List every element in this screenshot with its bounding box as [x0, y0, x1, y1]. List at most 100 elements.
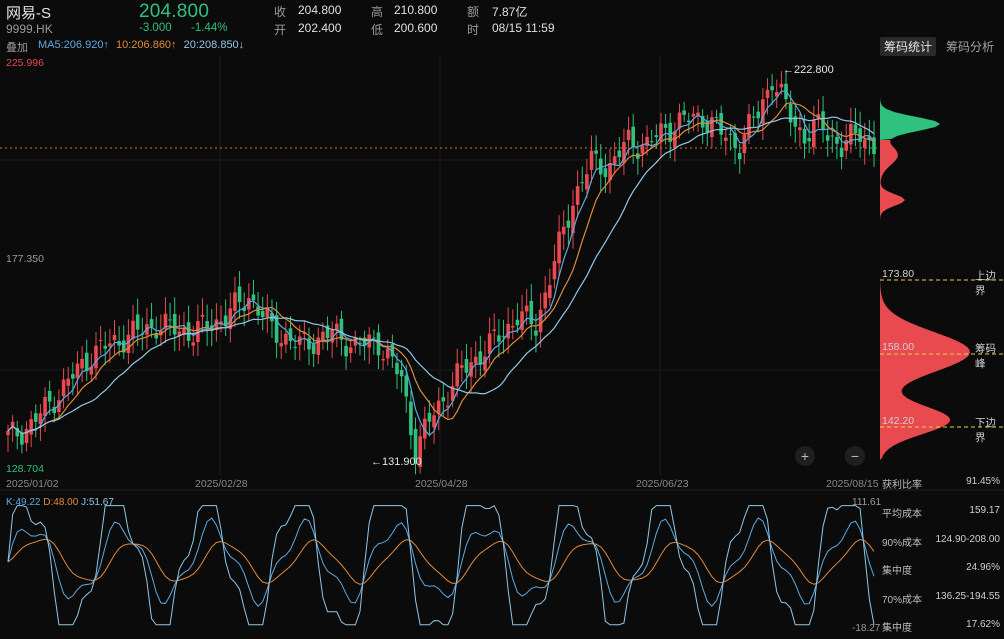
- candle-body: [316, 337, 321, 355]
- candle-body: [247, 298, 251, 310]
- candle-body: [603, 168, 608, 178]
- ma-indicator-row: 叠加: [6, 39, 36, 55]
- high-annotation: ←222.800: [783, 64, 834, 76]
- candle-body: [529, 300, 534, 325]
- candle-body: [710, 117, 714, 138]
- candle-body: [205, 321, 209, 330]
- candle-body: [265, 308, 270, 318]
- candle-body: [788, 103, 793, 123]
- candle-body: [293, 346, 297, 348]
- candle-body: [372, 337, 376, 339]
- candle-body: [867, 136, 872, 140]
- tab-chip-stats[interactable]: 筹码统计: [879, 37, 936, 56]
- candle-body: [348, 347, 353, 354]
- chip-tabs: 筹码统计 筹码分析: [879, 37, 998, 56]
- candle-body: [548, 285, 552, 299]
- candle-body: [677, 112, 682, 129]
- candle-body: [108, 343, 112, 347]
- candle-body: [38, 413, 43, 425]
- candle-body: [682, 110, 686, 115]
- candle-body: [538, 309, 543, 333]
- candle-body: [441, 397, 446, 402]
- candle-body: [594, 150, 598, 154]
- candle-body: [640, 145, 645, 154]
- candle-body: [747, 114, 751, 138]
- candle-body: [811, 120, 816, 148]
- candle-body: [66, 378, 71, 386]
- candle-body: [399, 370, 404, 377]
- date-label: 2025/04/28: [415, 478, 468, 490]
- overlay-button[interactable]: 叠加: [6, 42, 28, 54]
- tab-chip-analysis[interactable]: 筹码分析: [945, 40, 994, 54]
- ma10-line: [7, 102, 875, 435]
- quote-low-value: 200.600: [394, 21, 438, 35]
- candle-body: [492, 329, 497, 331]
- candle-body: [622, 142, 626, 163]
- quote-amount-value: 7.87亿: [492, 5, 528, 19]
- candle-body: [339, 318, 344, 340]
- candle-body: [24, 428, 29, 444]
- candle-body: [751, 116, 756, 118]
- kdj-axis-bottom: -18.27: [852, 623, 881, 634]
- candle-body: [223, 315, 228, 327]
- quote-open-label: 开: [274, 23, 287, 37]
- candle-body: [395, 362, 399, 375]
- chip-lower-value: 142.20: [882, 415, 915, 427]
- candle-body: [483, 356, 487, 371]
- candle-body: [774, 92, 779, 97]
- chip-distribution: [880, 58, 1004, 460]
- zoom-in-button[interactable]: +: [795, 446, 815, 466]
- candle-body: [251, 294, 256, 301]
- candle-body: [191, 342, 196, 346]
- candle-body: [478, 351, 483, 365]
- candle-body: [126, 334, 131, 354]
- candle-body: [168, 319, 172, 321]
- candle-body: [612, 156, 617, 165]
- candle-body: [802, 128, 807, 144]
- candle-body: [464, 358, 469, 373]
- stat-90-concentration: 集中度 24.96%: [882, 562, 1000, 577]
- candle-body: [163, 313, 168, 329]
- candle-body: [432, 415, 436, 428]
- candle-body: [33, 413, 38, 422]
- candle-body: [779, 83, 784, 88]
- candle-body: [835, 136, 839, 144]
- candle-body: [436, 400, 441, 414]
- candle-body: [617, 150, 622, 158]
- chip-lower-label: 下边界: [975, 417, 996, 444]
- candlesticks: [6, 70, 876, 475]
- price-change-pct: -1.44%: [191, 22, 228, 34]
- candle-body: [566, 220, 571, 228]
- candle-body: [585, 174, 589, 190]
- candle-body: [196, 321, 200, 342]
- candle-body: [260, 310, 265, 318]
- chart-grid: [0, 55, 1004, 491]
- quote-amount-label: 额: [467, 5, 480, 19]
- candle-body: [696, 112, 700, 116]
- candle-body: [182, 328, 186, 335]
- kdj-d: D:48.00: [43, 497, 79, 508]
- quote-time-value: 08/15 11:59: [492, 21, 555, 35]
- candle-body: [497, 335, 501, 342]
- candle-body: [390, 344, 395, 357]
- ma5-text: MA5:206.920↑: [38, 39, 109, 51]
- candle-body: [57, 400, 61, 413]
- candle-body: [686, 120, 691, 123]
- candle-body: [242, 307, 246, 311]
- candle-body: [80, 358, 84, 369]
- quote-close-label: 收: [274, 5, 287, 19]
- candle-body: [117, 341, 121, 346]
- zoom-out-button[interactable]: −: [845, 446, 865, 466]
- candle-body: [742, 134, 747, 154]
- candle-body: [52, 406, 57, 414]
- candle-body: [98, 340, 103, 342]
- candle-body: [659, 123, 663, 142]
- ma20-text: 20:208.850↓: [183, 39, 245, 51]
- candle-body: [418, 436, 422, 467]
- stat-70-cost: 70%成本 136.25-194.55: [882, 591, 1000, 606]
- kdj-k-line: [7, 517, 875, 607]
- candle-body: [473, 356, 478, 364]
- kdj-k: K:49.22: [6, 497, 41, 508]
- candle-body: [385, 348, 390, 359]
